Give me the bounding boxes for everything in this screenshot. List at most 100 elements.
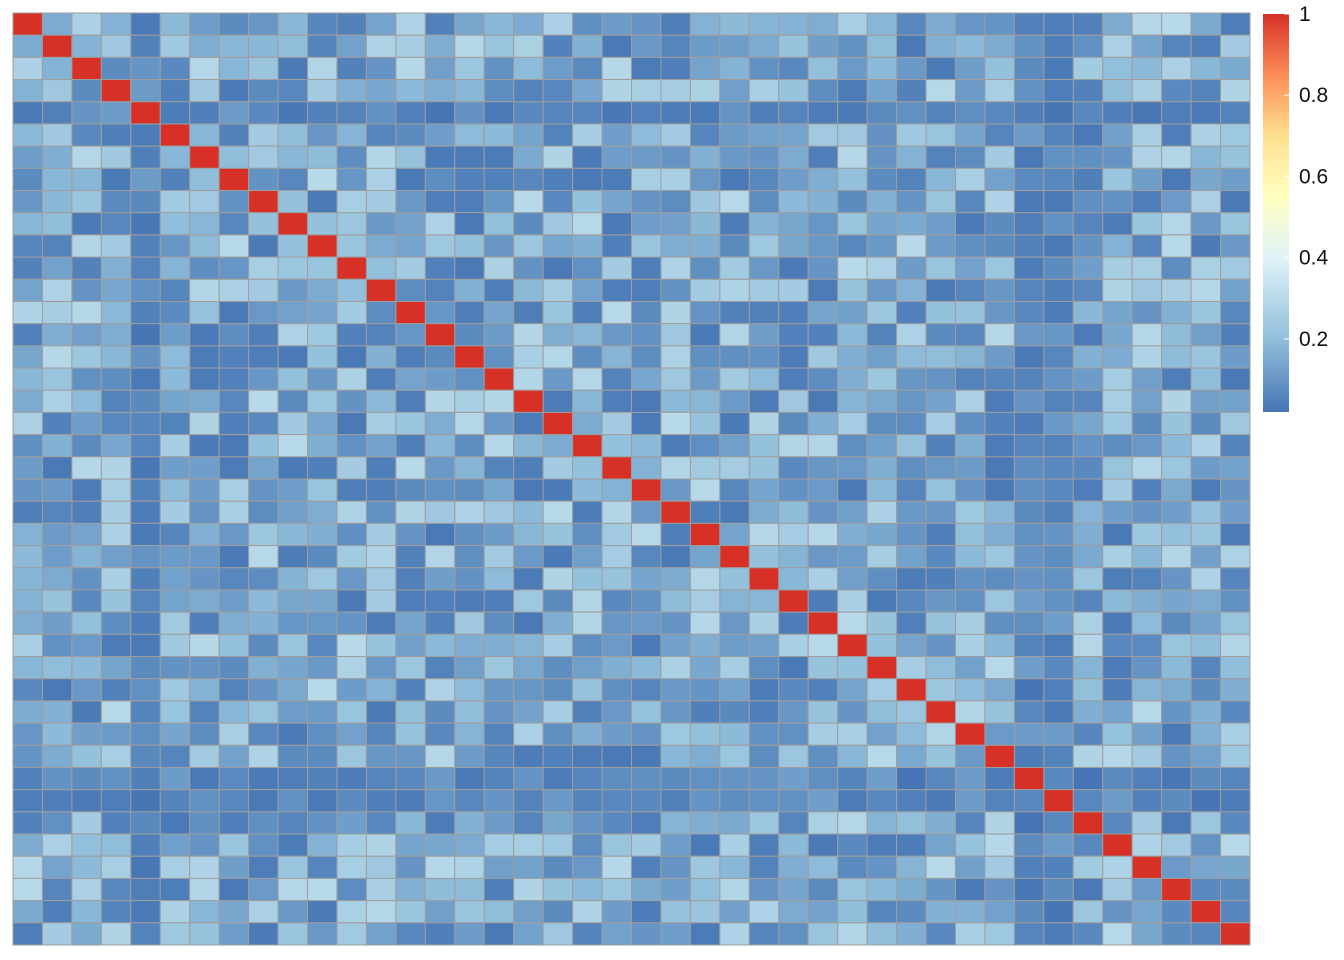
heatmap-cell [572, 922, 603, 946]
heatmap-cell [866, 434, 898, 458]
heatmap-cell [689, 389, 721, 413]
heatmap-cell [336, 789, 367, 813]
heatmap-cell [866, 833, 898, 857]
heatmap-cell [1013, 256, 1045, 280]
heatmap-cell [631, 456, 662, 480]
heatmap-cell [277, 833, 309, 857]
heatmap-cell [365, 789, 397, 813]
heatmap-cell [336, 611, 367, 635]
heatmap-cell [12, 411, 43, 436]
heatmap-cell [1161, 34, 1192, 58]
heatmap-cell [513, 877, 544, 902]
heatmap-cell [1043, 256, 1074, 280]
heatmap-cell [248, 744, 279, 768]
heatmap-cell [307, 411, 338, 436]
heatmap-cell [719, 167, 750, 192]
heatmap-cell [395, 744, 426, 768]
heatmap-cell [189, 167, 220, 192]
heatmap-cell [513, 700, 544, 724]
heatmap-cell [1161, 101, 1192, 125]
heatmap-cell [1190, 545, 1222, 569]
heatmap-cell [189, 789, 220, 813]
heatmap-cell [866, 411, 898, 436]
heatmap-cell [277, 766, 309, 791]
heatmap-cell [1102, 323, 1133, 347]
heatmap-cell [513, 367, 544, 391]
heatmap-cell [807, 256, 839, 280]
heatmap-cell [513, 678, 544, 702]
heatmap-cell [866, 345, 898, 369]
heatmap-cell [631, 123, 662, 147]
heatmap-cell [395, 345, 426, 369]
heatmap-cell [1102, 167, 1133, 192]
heatmap-cell [248, 766, 279, 791]
heatmap-cell [1102, 145, 1133, 169]
heatmap-cell [925, 256, 956, 280]
heatmap-cell [1190, 922, 1222, 946]
heatmap-cell [307, 611, 338, 635]
heatmap-cell [631, 922, 662, 946]
heatmap-cell [1161, 678, 1192, 702]
heatmap-cell [1220, 300, 1251, 325]
heatmap-cell [660, 478, 691, 502]
heatmap-cell [719, 34, 750, 58]
heatmap-cell [307, 367, 338, 391]
heatmap-cell [159, 589, 191, 613]
heatmap-cell [807, 589, 839, 613]
heatmap-cell [395, 656, 426, 680]
heatmap-cell [1013, 700, 1045, 724]
heatmap-cell [660, 278, 691, 302]
heatmap-cell [336, 766, 367, 791]
heatmap-cell [307, 12, 338, 36]
heatmap-cell-diagonal [660, 500, 691, 524]
heatmap-cell [513, 411, 544, 436]
heatmap-cell [542, 389, 574, 413]
heatmap-cell [1220, 656, 1251, 680]
heatmap-cell [336, 34, 367, 58]
heatmap-cell [454, 367, 485, 391]
heatmap-cell [395, 877, 426, 902]
legend-colorbar [1263, 14, 1289, 412]
heatmap-cell [837, 234, 868, 258]
heatmap-cell [12, 167, 43, 192]
heatmap-cell [807, 278, 839, 302]
heatmap-cell [925, 633, 956, 658]
heatmap-cell [954, 744, 986, 768]
heatmap-cell [778, 212, 809, 236]
heatmap-cell [542, 500, 574, 524]
heatmap-cell [1013, 500, 1045, 524]
heatmap-cell [1013, 811, 1045, 835]
heatmap-cell [866, 855, 898, 879]
heatmap-cell [1072, 656, 1104, 680]
heatmap-cell [277, 633, 309, 658]
heatmap-cell [307, 389, 338, 413]
heatmap-cell [1190, 744, 1222, 768]
heatmap-cell [248, 123, 279, 147]
heatmap-cell [896, 367, 927, 391]
heatmap-cell [1013, 323, 1045, 347]
heatmap-cell [837, 345, 868, 369]
heatmap-cell [307, 500, 338, 524]
heatmap-cell [660, 567, 691, 591]
heatmap-cell [778, 500, 809, 524]
heatmap-cell-diagonal [1131, 855, 1163, 879]
heatmap-cell [189, 256, 220, 280]
heatmap-cell [1161, 855, 1192, 879]
heatmap-cell [12, 700, 43, 724]
heatmap-cell [248, 522, 279, 547]
heatmap-cell [1190, 656, 1222, 680]
heatmap-cell [1131, 123, 1163, 147]
heatmap-cell [1043, 145, 1074, 169]
heatmap-cell [159, 389, 191, 413]
heatmap-cell [807, 656, 839, 680]
heatmap-cell [1131, 611, 1163, 635]
heatmap-cell [925, 855, 956, 879]
heatmap-cell [395, 722, 426, 746]
heatmap-cell [12, 855, 43, 879]
heatmap-cell [454, 700, 485, 724]
heatmap-cell [1013, 456, 1045, 480]
heatmap-cell [660, 389, 691, 413]
heatmap-cell [807, 190, 839, 214]
heatmap-cell [984, 833, 1015, 857]
heatmap-cell [189, 367, 220, 391]
